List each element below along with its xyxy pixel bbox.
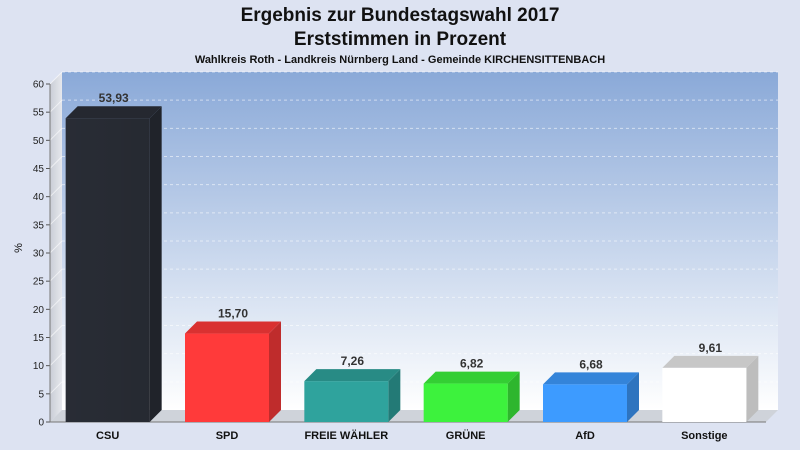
chart-title: Ergebnis zur Bundestagswahl 2017 xyxy=(240,5,560,26)
bar-top-csu xyxy=(65,106,162,119)
bar-side-csu xyxy=(149,106,162,422)
y-tick-label: 45 xyxy=(33,164,45,175)
grid-line-side xyxy=(49,127,63,141)
grid-line-side xyxy=(49,381,63,395)
grid-line-side xyxy=(49,325,63,338)
value-label: 15,70 xyxy=(218,307,248,321)
bar-side-grüne xyxy=(507,371,520,422)
category-label: AfD xyxy=(575,430,595,442)
grid-line-side xyxy=(49,71,63,85)
value-label: 7,26 xyxy=(341,354,365,368)
bar-side-freie-wähler xyxy=(388,369,401,422)
category-label: SPD xyxy=(216,430,239,442)
y-tick-label: 50 xyxy=(33,136,45,147)
y-tick-label: 20 xyxy=(33,305,45,316)
bar-side-afd xyxy=(627,372,639,422)
bar-top-sonstige xyxy=(662,355,759,368)
y-tick-label: 55 xyxy=(33,108,45,119)
bar-spd xyxy=(185,333,269,422)
grid-line-side xyxy=(49,268,63,282)
bar-grüne xyxy=(423,383,508,422)
grid-line-side xyxy=(49,240,63,254)
y-tick-label: 5 xyxy=(38,389,44,400)
bar-shading xyxy=(65,118,150,422)
bar-top-afd xyxy=(543,372,639,385)
category-label: FREIE WÄHLER xyxy=(304,429,388,442)
category-label: GRÜNE xyxy=(446,429,486,442)
value-label: 53,93 xyxy=(99,91,129,105)
chart-caption: Wahlkreis Roth - Landkreis Nürnberg Land… xyxy=(194,54,606,66)
bar-top-freie-wähler xyxy=(304,369,401,382)
grid-line-side xyxy=(49,353,63,367)
y-tick-label: 40 xyxy=(33,192,45,203)
y-tick-label: 60 xyxy=(33,80,45,91)
y-tick-label: 10 xyxy=(33,361,45,372)
bar-freie-wähler xyxy=(304,381,389,422)
y-tick-label: 0 xyxy=(38,418,44,429)
chart-subtitle: Erststimmen in Prozent xyxy=(293,29,507,50)
category-label: CSU xyxy=(96,430,119,442)
bar-side-spd xyxy=(269,321,281,422)
value-label: 6,82 xyxy=(460,357,484,371)
grid-line-side xyxy=(49,99,63,113)
grid-line-side xyxy=(49,156,63,169)
bar-sonstige xyxy=(662,367,747,422)
y-tick-label: 30 xyxy=(33,249,45,260)
bar-afd xyxy=(543,384,627,422)
y-tick-label: 15 xyxy=(33,333,45,344)
y-tick-label: 35 xyxy=(33,220,45,231)
grid-line-side xyxy=(49,184,63,198)
bar-top-grüne xyxy=(423,371,520,384)
y-tick-label: 25 xyxy=(33,277,45,288)
value-label: 9,61 xyxy=(699,341,723,355)
bar-top-spd xyxy=(185,321,281,334)
value-label: 6,68 xyxy=(579,357,603,371)
bar-side-sonstige xyxy=(746,355,759,422)
grid-line-side xyxy=(49,296,63,310)
category-label: Sonstige xyxy=(681,430,727,442)
grid-line-side xyxy=(49,212,63,226)
y-axis-label: % xyxy=(13,243,25,253)
